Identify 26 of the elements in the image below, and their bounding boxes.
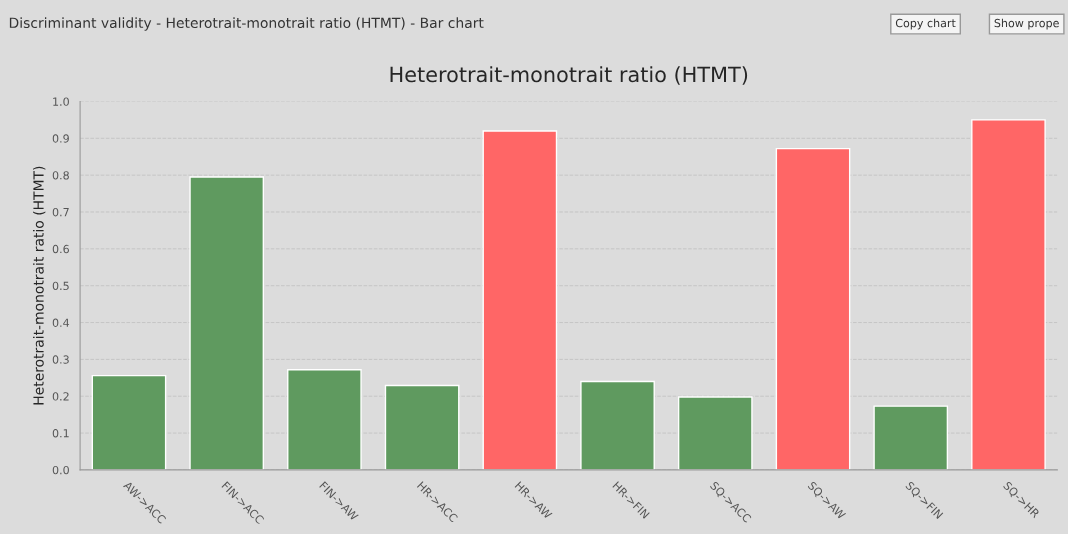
bar xyxy=(482,130,558,470)
y-tick-label: 0.6 xyxy=(52,244,69,254)
y-tick-label: 0.0 xyxy=(52,465,69,475)
bar xyxy=(971,119,1046,470)
chart-title: Heterotrait-monotrait ratio (HTMT) xyxy=(390,66,748,85)
bar xyxy=(189,176,265,470)
text: Copy chart xyxy=(895,18,956,30)
y-tick-label: 0.4 xyxy=(52,318,70,327)
bar xyxy=(384,384,460,470)
text: Discriminant validity - Heterotrait-monotrait ratio (HTMT) - Bar chart xyxy=(9,17,484,31)
bar xyxy=(677,396,753,470)
y-tick-label: 0.9 xyxy=(52,134,69,143)
bar xyxy=(580,380,655,470)
y-tick-label: 0.7 xyxy=(52,207,69,217)
y-axis-title: Heterotrait-monotrait ratio (HTMT) xyxy=(33,166,46,405)
y-tick-label: 0.1 xyxy=(52,429,69,438)
bar xyxy=(873,405,949,470)
bar xyxy=(775,147,851,470)
y-tick-label: 0.3 xyxy=(52,355,69,364)
y-tick-label: 1.0 xyxy=(53,97,69,106)
y-tick-label: 0.8 xyxy=(52,171,69,180)
text: Show prope xyxy=(994,18,1059,30)
bar xyxy=(91,374,167,470)
y-tick-label: 0.5 xyxy=(52,281,69,291)
bar xyxy=(287,369,362,470)
y-tick-label: 0.2 xyxy=(52,392,69,401)
